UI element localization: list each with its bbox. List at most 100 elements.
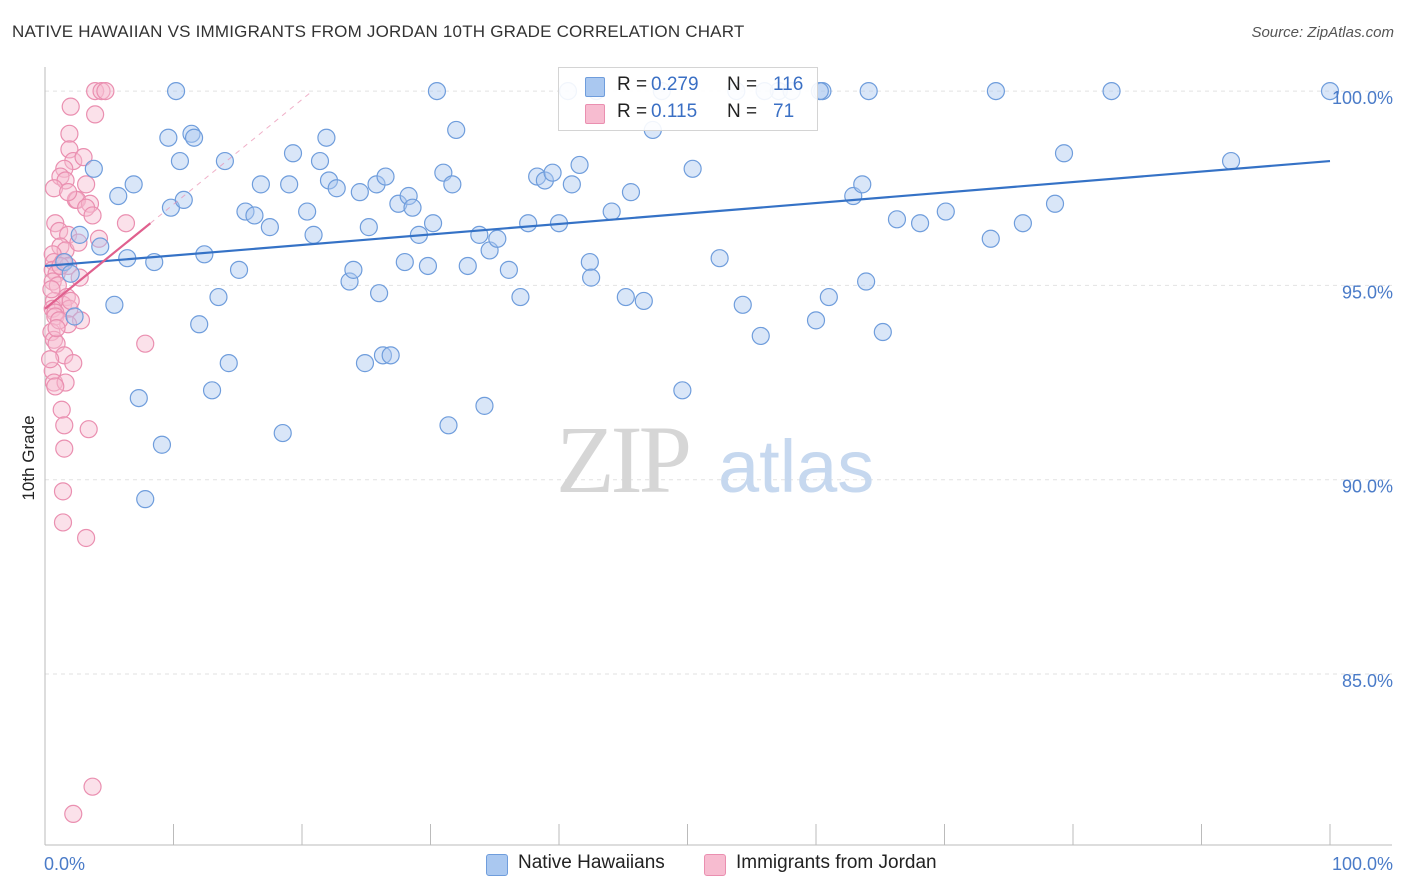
point-native-hawaiians <box>1320 81 1340 101</box>
point-native-hawaiians <box>399 186 418 206</box>
point-native-hawaiians <box>570 155 589 175</box>
point-native-hawaiians <box>936 202 955 221</box>
point-native-hawaiians <box>427 81 447 101</box>
point-native-hawaiians <box>376 167 395 186</box>
point-native-hawaiians <box>819 287 838 307</box>
point-immigrants-from-jordan <box>64 804 83 824</box>
point-native-hawaiians <box>65 307 84 326</box>
point-native-hawaiians <box>350 183 369 202</box>
point-immigrants-from-jordan <box>41 350 60 369</box>
point-native-hawaiians <box>319 171 339 190</box>
y-tick-label: 85.0% <box>1342 671 1393 691</box>
point-immigrants-from-jordan <box>136 334 155 353</box>
point-native-hawaiians <box>683 159 702 178</box>
point-native-hawaiians <box>166 81 186 101</box>
point-native-hawaiians <box>423 214 443 233</box>
tick-labels: 85.0% 90.0% 95.0% 100.0% 0.0% 100.0% <box>44 88 1393 874</box>
point-native-hawaiians <box>910 214 930 233</box>
point-native-hawaiians <box>1013 214 1032 233</box>
point-native-hawaiians <box>519 214 538 233</box>
points-native-hawaiians <box>55 81 1340 509</box>
legend-label: Native Hawaiians <box>518 852 665 873</box>
legend-r-label: R = <box>617 74 648 95</box>
point-immigrants-from-jordan <box>79 420 98 439</box>
point-native-hawaiians <box>184 128 204 147</box>
point-native-hawaiians <box>245 206 264 225</box>
point-immigrants-from-jordan <box>92 81 111 101</box>
point-native-hawaiians <box>91 237 110 256</box>
point-native-hawaiians <box>340 272 359 291</box>
point-native-hawaiians <box>105 295 124 314</box>
point-native-hawaiians <box>219 354 238 373</box>
point-native-hawaiians <box>543 163 562 182</box>
point-native-hawaiians <box>710 249 729 268</box>
point-native-hawaiians <box>582 268 601 287</box>
point-native-hawaiians <box>260 218 279 237</box>
point-immigrants-from-jordan <box>61 97 80 116</box>
chart-title: NATIVE HAWAIIAN VS IMMIGRANTS FROM JORDA… <box>12 22 745 41</box>
point-native-hawaiians <box>298 202 317 221</box>
point-native-hawaiians <box>152 435 172 454</box>
point-immigrants-from-jordan <box>42 280 61 299</box>
point-native-hawaiians <box>806 311 826 330</box>
point-immigrants-from-jordan <box>64 354 83 373</box>
legend-n-value: 71 <box>773 101 795 122</box>
point-immigrants-from-jordan <box>116 214 136 233</box>
point-immigrants-from-jordan <box>53 482 73 501</box>
point-immigrants-from-jordan <box>60 124 79 143</box>
point-native-hawaiians <box>1102 81 1121 101</box>
point-immigrants-from-jordan <box>89 229 109 248</box>
legend-n-label: N = <box>727 74 758 95</box>
point-immigrants-from-jordan <box>55 416 74 435</box>
point-native-hawaiians <box>174 190 193 210</box>
point-native-hawaiians <box>373 346 393 365</box>
point-native-hawaiians <box>283 144 303 163</box>
point-native-hawaiians <box>499 260 518 279</box>
point-native-hawaiians <box>310 151 330 171</box>
point-native-hawaiians <box>304 225 323 244</box>
point-native-hawaiians <box>621 183 641 202</box>
point-native-hawaiians <box>359 218 378 237</box>
point-native-hawaiians <box>887 210 907 229</box>
x-tick-label: 100.0% <box>1332 854 1393 874</box>
point-native-hawaiians <box>280 175 299 194</box>
point-native-hawaiians <box>190 315 209 334</box>
point-native-hawaiians <box>251 175 270 194</box>
point-native-hawaiians <box>751 326 770 346</box>
y-tick-label: 100.0% <box>1332 88 1393 108</box>
point-immigrants-from-jordan <box>86 105 105 124</box>
grid-lines <box>45 90 1392 675</box>
point-native-hawaiians <box>159 128 178 147</box>
point-native-hawaiians <box>443 175 462 194</box>
trend-lines <box>44 90 1331 310</box>
point-native-hawaiians <box>447 120 466 140</box>
point-immigrants-from-jordan <box>53 513 73 532</box>
point-native-hawaiians <box>61 264 80 283</box>
point-native-hawaiians <box>327 179 346 198</box>
point-native-hawaiians <box>511 287 530 307</box>
point-native-hawaiians <box>236 202 255 221</box>
watermark: ZIP atlas <box>556 406 874 513</box>
point-native-hawaiians <box>1045 194 1065 213</box>
legend-label: Immigrants from Jordan <box>736 852 937 873</box>
point-native-hawaiians <box>1221 151 1241 171</box>
y-axis-label: 10th Grade <box>19 415 38 500</box>
point-native-hawaiians <box>733 295 752 314</box>
point-native-hawaiians <box>344 260 363 279</box>
correlation-legend: R = 0.279 N = 116 R = 0.115 N = 71 <box>558 67 818 131</box>
point-native-hawaiians <box>395 252 414 272</box>
point-native-hawaiians <box>403 198 422 217</box>
point-native-hawaiians <box>381 346 400 365</box>
legend-r-value: 0.115 <box>651 101 698 122</box>
point-native-hawaiians <box>562 175 581 194</box>
point-native-hawaiians <box>229 260 249 279</box>
point-immigrants-from-jordan <box>55 439 74 458</box>
point-native-hawaiians <box>475 396 494 415</box>
point-native-hawaiians <box>418 256 438 276</box>
point-native-hawaiians <box>673 381 692 400</box>
point-native-hawaiians <box>70 225 89 244</box>
x-tick-label: 0.0% <box>44 854 85 874</box>
point-immigrants-from-jordan <box>77 528 96 548</box>
point-immigrants-from-jordan <box>46 377 65 396</box>
